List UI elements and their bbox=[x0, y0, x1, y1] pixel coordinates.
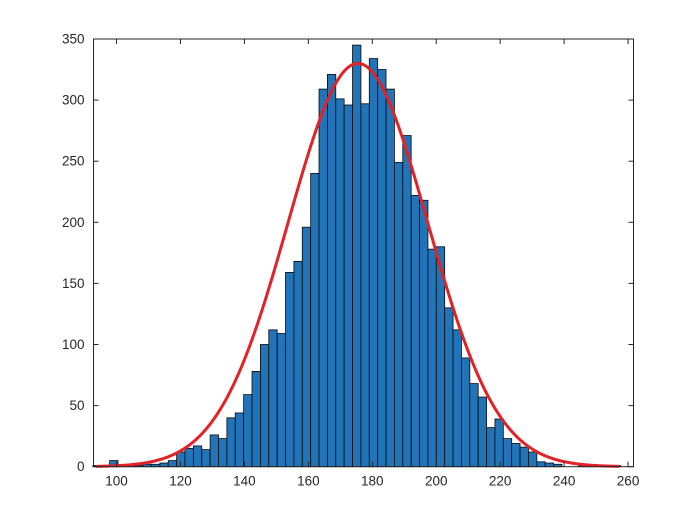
histogram-bar bbox=[536, 461, 546, 468]
histogram-bar bbox=[477, 396, 487, 468]
y-tick-label: 200 bbox=[62, 215, 85, 230]
histogram-bar bbox=[377, 69, 387, 468]
axis-ticks: 100 120 140 160 180 200 220 240 260 0 50 100 150 200 2… bbox=[62, 32, 639, 489]
histogram-bar bbox=[427, 248, 437, 468]
histogram-bar bbox=[234, 412, 245, 468]
histogram-bar bbox=[285, 271, 295, 468]
axes-box bbox=[93, 38, 634, 468]
histogram-bar bbox=[519, 446, 529, 468]
histogram-bar bbox=[343, 104, 353, 468]
histogram-bar bbox=[226, 417, 236, 468]
x-tick-label: 200 bbox=[425, 474, 448, 489]
histogram-bar bbox=[352, 44, 362, 468]
histogram-bar bbox=[159, 462, 169, 468]
histogram-bar bbox=[201, 449, 211, 468]
histogram-bar bbox=[486, 427, 496, 468]
histogram-bar bbox=[184, 447, 194, 468]
histogram-bar bbox=[494, 418, 504, 468]
histogram-bar bbox=[444, 307, 454, 468]
histogram-bars bbox=[92, 44, 621, 468]
x-tick-label: 160 bbox=[297, 474, 320, 489]
y-tick-label: 350 bbox=[62, 32, 85, 47]
histogram-bar bbox=[276, 333, 286, 468]
x-tick-label: 140 bbox=[233, 474, 256, 489]
y-tick-label: 250 bbox=[62, 154, 85, 169]
x-tick-label: 240 bbox=[553, 474, 576, 489]
histogram-bar bbox=[410, 195, 420, 468]
histogram-bar bbox=[326, 74, 337, 468]
histogram-bar bbox=[192, 445, 203, 468]
x-tick-label: 180 bbox=[361, 474, 384, 489]
histogram-bar bbox=[511, 443, 521, 468]
normal-fit-curve bbox=[95, 61, 620, 468]
histogram-bar bbox=[544, 462, 554, 468]
histogram-bar bbox=[335, 98, 345, 468]
histogram-bar bbox=[394, 162, 404, 468]
x-tick-label: 100 bbox=[105, 474, 128, 489]
histogram-bar bbox=[259, 344, 270, 468]
histogram-bar bbox=[461, 357, 471, 468]
histogram-bar bbox=[310, 173, 320, 468]
histogram-bar bbox=[402, 135, 412, 468]
histogram-bar bbox=[318, 88, 328, 468]
y-tick-label: 150 bbox=[62, 276, 85, 291]
histogram-bar bbox=[209, 434, 219, 468]
histogram-bar bbox=[528, 451, 538, 468]
histogram-bar bbox=[167, 460, 178, 468]
x-tick-label: 120 bbox=[169, 474, 192, 489]
histogram-bar bbox=[268, 329, 278, 468]
histogram-bar bbox=[218, 438, 228, 468]
histogram-bar bbox=[469, 383, 479, 468]
histogram-bar bbox=[385, 88, 395, 468]
histogram-bar bbox=[360, 103, 370, 468]
x-tick-label: 260 bbox=[617, 474, 640, 489]
histogram-bar bbox=[251, 370, 261, 468]
x-tick-label: 220 bbox=[489, 474, 512, 489]
y-tick-label: 50 bbox=[69, 398, 84, 413]
histogram-bar bbox=[301, 226, 312, 468]
y-tick-label: 0 bbox=[77, 459, 85, 474]
histogram-bar bbox=[368, 58, 379, 468]
histogram-bar bbox=[419, 199, 429, 468]
y-tick-label: 100 bbox=[62, 337, 85, 352]
histogram-bar bbox=[502, 438, 513, 468]
histogram-bar bbox=[452, 329, 462, 468]
y-tick-label: 300 bbox=[62, 93, 85, 108]
histogram-bar bbox=[293, 260, 303, 468]
histogram-bar bbox=[243, 394, 253, 468]
